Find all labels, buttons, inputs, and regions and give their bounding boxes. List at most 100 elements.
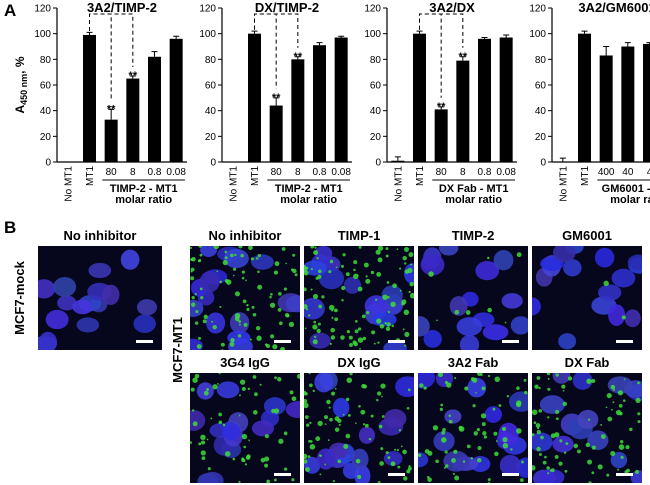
nucleus bbox=[199, 271, 220, 293]
bar bbox=[313, 45, 326, 162]
stain bbox=[381, 415, 385, 418]
stain bbox=[229, 341, 235, 347]
stain bbox=[360, 409, 366, 415]
nucleus bbox=[539, 469, 565, 483]
stain bbox=[190, 441, 193, 444]
stain bbox=[254, 392, 258, 397]
x-axis-label: TIMP-2 - MT1 bbox=[275, 183, 343, 195]
stain bbox=[387, 456, 391, 460]
stain bbox=[278, 292, 282, 296]
nucleus bbox=[501, 293, 523, 309]
micrograph bbox=[304, 373, 414, 483]
stain bbox=[555, 409, 560, 415]
error-bar bbox=[294, 56, 301, 60]
stain bbox=[544, 455, 547, 459]
bar bbox=[478, 38, 491, 162]
scale-bar bbox=[274, 340, 291, 343]
stain bbox=[232, 457, 236, 461]
x-axis-label: molar ratio bbox=[610, 194, 650, 206]
stain bbox=[317, 420, 323, 427]
stain bbox=[334, 427, 340, 432]
stain bbox=[385, 254, 389, 258]
bar bbox=[643, 43, 650, 162]
stain bbox=[273, 270, 278, 275]
y-tick-label: 20 bbox=[40, 132, 52, 143]
stain bbox=[354, 320, 358, 323]
stain bbox=[304, 270, 309, 276]
stain bbox=[328, 406, 331, 409]
stain bbox=[502, 437, 508, 443]
stain bbox=[197, 336, 201, 340]
image-title: GM6001 bbox=[562, 228, 612, 243]
stain bbox=[251, 305, 255, 309]
stain bbox=[603, 280, 609, 287]
cells bbox=[418, 373, 528, 483]
error-bar bbox=[581, 30, 588, 34]
stain bbox=[516, 252, 522, 258]
stain bbox=[277, 308, 282, 312]
image-title: DX Fab bbox=[565, 355, 610, 370]
error-bar bbox=[624, 42, 631, 47]
stain bbox=[428, 271, 434, 277]
stain bbox=[329, 259, 334, 264]
y-tick-label: 100 bbox=[34, 29, 51, 40]
stain bbox=[355, 458, 361, 464]
y-tick-label: 60 bbox=[370, 81, 382, 92]
stain bbox=[498, 404, 502, 407]
stain bbox=[600, 423, 603, 426]
nucleus bbox=[223, 248, 249, 269]
stain bbox=[432, 425, 439, 431]
stain bbox=[481, 386, 486, 391]
nucleus bbox=[358, 426, 376, 444]
stain bbox=[206, 438, 209, 441]
chart-title: 3A2/GM6001 bbox=[578, 0, 650, 15]
y-tick-label: 80 bbox=[40, 55, 52, 66]
y-axis-label-part: , % bbox=[13, 56, 27, 74]
stain bbox=[357, 327, 362, 331]
bar bbox=[291, 59, 305, 163]
stain bbox=[190, 276, 195, 281]
stain bbox=[309, 421, 312, 425]
stain bbox=[495, 440, 498, 442]
stain bbox=[296, 373, 300, 379]
stain bbox=[304, 453, 308, 460]
nucleus bbox=[229, 312, 250, 334]
stain bbox=[404, 344, 407, 347]
stain bbox=[199, 259, 202, 261]
stain bbox=[366, 311, 370, 315]
stain bbox=[317, 322, 321, 326]
bar bbox=[578, 33, 591, 162]
stain bbox=[222, 423, 226, 427]
stain bbox=[540, 435, 544, 440]
stain bbox=[464, 386, 469, 391]
stain bbox=[475, 391, 477, 394]
stain bbox=[201, 440, 206, 445]
stain bbox=[504, 321, 507, 324]
stain bbox=[252, 375, 257, 379]
stain bbox=[304, 459, 308, 464]
stain bbox=[238, 323, 241, 326]
stain bbox=[534, 384, 539, 389]
stain bbox=[220, 342, 225, 347]
stain bbox=[404, 331, 410, 338]
nucleus bbox=[304, 297, 325, 320]
stain bbox=[224, 451, 231, 457]
nucleus bbox=[76, 317, 100, 333]
stain bbox=[404, 247, 409, 252]
stain bbox=[493, 431, 498, 436]
stain bbox=[342, 413, 345, 416]
y-tick-label: 100 bbox=[529, 29, 546, 40]
stain bbox=[274, 376, 277, 380]
stain bbox=[361, 383, 366, 389]
stain bbox=[394, 448, 397, 451]
image-title: No inhibitor bbox=[64, 228, 137, 243]
stain bbox=[197, 259, 201, 263]
stain bbox=[316, 328, 321, 334]
stain bbox=[386, 281, 390, 284]
stain bbox=[587, 418, 591, 421]
stain bbox=[441, 431, 445, 435]
stain bbox=[476, 458, 482, 463]
y-tick-label: 120 bbox=[34, 4, 51, 15]
stain bbox=[310, 288, 313, 291]
panel-label: B bbox=[4, 218, 16, 237]
